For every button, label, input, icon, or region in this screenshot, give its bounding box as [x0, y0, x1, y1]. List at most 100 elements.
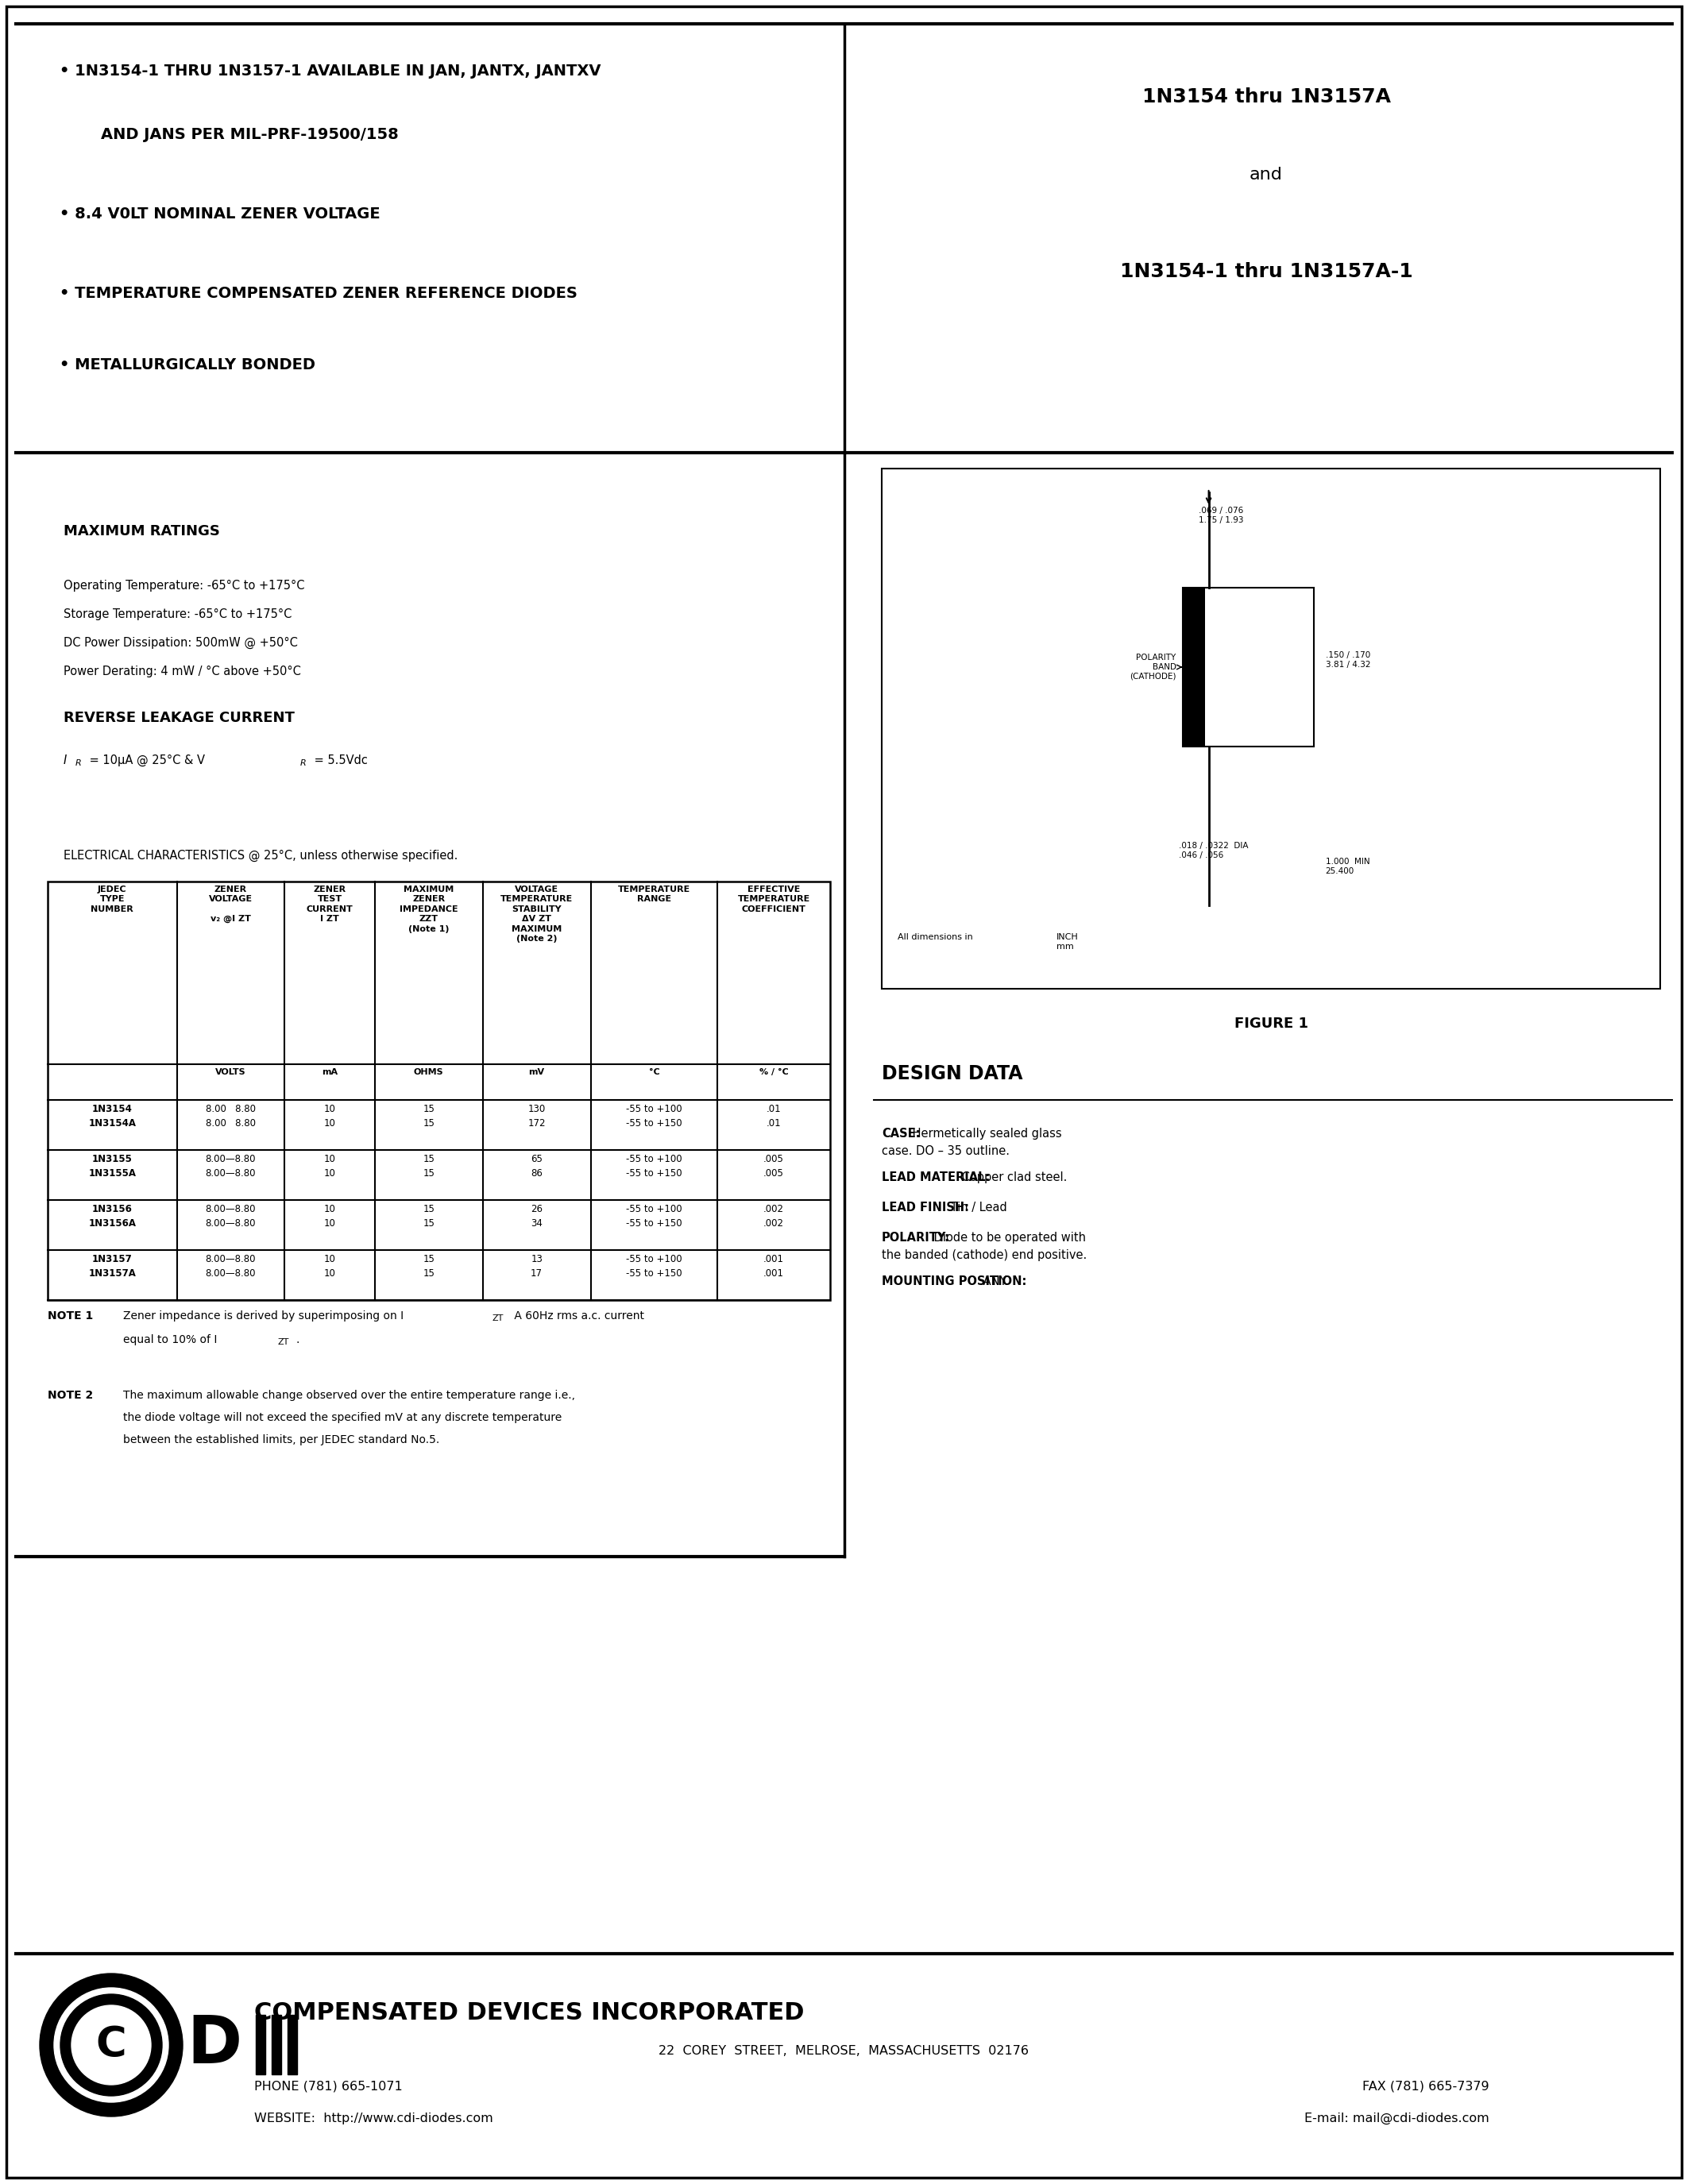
- Circle shape: [61, 1994, 162, 2097]
- Text: Diode to be operated with: Diode to be operated with: [930, 1232, 1085, 1243]
- Text: 1N3154
1N3154A: 1N3154 1N3154A: [88, 1103, 137, 1129]
- Text: ZT: ZT: [493, 1315, 505, 1321]
- Text: Copper clad steel.: Copper clad steel.: [957, 1171, 1067, 1184]
- Text: ZT: ZT: [279, 1339, 289, 1345]
- Text: the banded (cathode) end positive.: the banded (cathode) end positive.: [881, 1249, 1087, 1260]
- Text: POLARITY:: POLARITY:: [881, 1232, 950, 1243]
- Text: 1.000  MIN
25.400: 1.000 MIN 25.400: [1325, 858, 1369, 876]
- Text: 10
10: 10 10: [324, 1153, 336, 1179]
- Text: 1N3154-1 thru 1N3157A-1: 1N3154-1 thru 1N3157A-1: [1119, 262, 1413, 282]
- Text: 1N3156
1N3156A: 1N3156 1N3156A: [88, 1203, 137, 1230]
- Text: equal to 10% of I: equal to 10% of I: [123, 1334, 218, 1345]
- Text: OHMS: OHMS: [414, 1068, 444, 1077]
- Text: MAXIMUM RATINGS: MAXIMUM RATINGS: [64, 524, 219, 539]
- Text: 10
10: 10 10: [324, 1203, 336, 1230]
- Text: PHONE (781) 665-1071: PHONE (781) 665-1071: [255, 2081, 402, 2092]
- Text: 8.00—8.80
8.00—8.80: 8.00—8.80 8.00—8.80: [206, 1203, 257, 1230]
- Text: MAXIMUM
ZENER
IMPEDANCE
ZZT
(Note 1): MAXIMUM ZENER IMPEDANCE ZZT (Note 1): [400, 885, 457, 933]
- Text: D: D: [187, 2014, 241, 2077]
- Text: A 60Hz rms a.c. current: A 60Hz rms a.c. current: [511, 1310, 645, 1321]
- Text: DESIGN DATA: DESIGN DATA: [881, 1064, 1023, 1083]
- Text: ELECTRICAL CHARACTERISTICS @ 25°C, unless otherwise specified.: ELECTRICAL CHARACTERISTICS @ 25°C, unles…: [64, 850, 457, 863]
- Text: ANY.: ANY.: [979, 1275, 1008, 1286]
- Text: the diode voltage will not exceed the specified mV at any discrete temperature: the diode voltage will not exceed the sp…: [123, 1413, 562, 1424]
- Text: = 10μA @ 25°C & V: = 10μA @ 25°C & V: [86, 753, 204, 767]
- Text: The maximum allowable change observed over the entire temperature range i.e.,: The maximum allowable change observed ov…: [123, 1389, 576, 1400]
- Text: 10
10: 10 10: [324, 1254, 336, 1278]
- Text: Storage Temperature: -65°C to +175°C: Storage Temperature: -65°C to +175°C: [64, 609, 292, 620]
- Bar: [1183, 587, 1205, 747]
- Text: °C: °C: [648, 1068, 660, 1077]
- Text: • 1N3154-1 THRU 1N3157-1 AVAILABLE IN JAN, JANTX, JANTXV: • 1N3154-1 THRU 1N3157-1 AVAILABLE IN JA…: [59, 63, 601, 79]
- Text: DC Power Dissipation: 500mW @ +50°C: DC Power Dissipation: 500mW @ +50°C: [64, 638, 297, 649]
- Bar: [272, 2016, 282, 2075]
- Text: 22  COREY  STREET,  MELROSE,  MASSACHUSETTS  02176: 22 COREY STREET, MELROSE, MASSACHUSETTS …: [658, 2044, 1028, 2057]
- Text: 8.00—8.80
8.00—8.80: 8.00—8.80 8.00—8.80: [206, 1153, 257, 1179]
- Text: • METALLURGICALLY BONDED: • METALLURGICALLY BONDED: [59, 358, 316, 373]
- Text: .069 / .076
1.75 / 1.93: .069 / .076 1.75 / 1.93: [1198, 507, 1244, 524]
- Text: JEDEC
TYPE
NUMBER: JEDEC TYPE NUMBER: [91, 885, 133, 913]
- Text: 15
15: 15 15: [422, 1103, 434, 1129]
- Text: COMPENSATED DEVICES INCORPORATED: COMPENSATED DEVICES INCORPORATED: [255, 2001, 803, 2025]
- Text: 26
34: 26 34: [530, 1203, 542, 1230]
- Text: AND JANS PER MIL-PRF-19500/158: AND JANS PER MIL-PRF-19500/158: [79, 127, 398, 142]
- Text: 15
15: 15 15: [422, 1153, 434, 1179]
- Text: 13
17: 13 17: [530, 1254, 542, 1278]
- Text: Power Derating: 4 mW / °C above +50°C: Power Derating: 4 mW / °C above +50°C: [64, 666, 300, 677]
- Bar: [257, 2016, 265, 2075]
- Text: WEBSITE:  http://www.cdi-diodes.com: WEBSITE: http://www.cdi-diodes.com: [255, 2112, 493, 2125]
- Text: NOTE 1: NOTE 1: [47, 1310, 93, 1321]
- Text: 65
86: 65 86: [530, 1153, 542, 1179]
- Text: between the established limits, per JEDEC standard No.5.: between the established limits, per JEDE…: [123, 1435, 439, 1446]
- Text: case. DO – 35 outline.: case. DO – 35 outline.: [881, 1144, 1009, 1158]
- Text: LEAD FINISH:: LEAD FINISH:: [881, 1201, 969, 1214]
- Text: Operating Temperature: -65°C to +175°C: Operating Temperature: -65°C to +175°C: [64, 579, 304, 592]
- Text: = 5.5Vdc: = 5.5Vdc: [311, 753, 368, 767]
- Text: R: R: [76, 760, 81, 767]
- Text: mA: mA: [322, 1068, 338, 1077]
- Text: -55 to +100
-55 to +150: -55 to +100 -55 to +150: [626, 1103, 682, 1129]
- Text: VOLTAGE
TEMPERATURE
STABILITY
ΔV ZT
MAXIMUM
(Note 2): VOLTAGE TEMPERATURE STABILITY ΔV ZT MAXI…: [500, 885, 572, 943]
- Text: TEMPERATURE
RANGE: TEMPERATURE RANGE: [618, 885, 690, 904]
- Text: ZENER
TEST
CURRENT
I ZT: ZENER TEST CURRENT I ZT: [307, 885, 353, 924]
- Text: .: .: [295, 1334, 299, 1345]
- Text: E-mail: mail@cdi-diodes.com: E-mail: mail@cdi-diodes.com: [1305, 2112, 1489, 2125]
- Bar: [47, 882, 830, 1299]
- Text: 10
10: 10 10: [324, 1103, 336, 1129]
- Text: mV: mV: [528, 1068, 545, 1077]
- Text: MOUNTING POSITION:: MOUNTING POSITION:: [881, 1275, 1026, 1286]
- Text: -55 to +100
-55 to +150: -55 to +100 -55 to +150: [626, 1254, 682, 1278]
- Text: Hermetically sealed glass: Hermetically sealed glass: [908, 1127, 1062, 1140]
- Text: FIGURE 1: FIGURE 1: [1234, 1016, 1308, 1031]
- Text: -55 to +100
-55 to +150: -55 to +100 -55 to +150: [626, 1203, 682, 1230]
- Text: and: and: [1249, 166, 1283, 183]
- Text: % / °C: % / °C: [760, 1068, 788, 1077]
- Text: 1N3157
1N3157A: 1N3157 1N3157A: [88, 1254, 137, 1278]
- Text: .005
.005: .005 .005: [763, 1153, 783, 1179]
- Text: REVERSE LEAKAGE CURRENT: REVERSE LEAKAGE CURRENT: [64, 710, 295, 725]
- Text: R: R: [300, 760, 307, 767]
- Text: NOTE 2: NOTE 2: [47, 1389, 93, 1400]
- Text: .01
.01: .01 .01: [766, 1103, 782, 1129]
- Circle shape: [41, 1974, 182, 2116]
- Text: 1N3154 thru 1N3157A: 1N3154 thru 1N3157A: [1141, 87, 1391, 107]
- Text: FAX (781) 665-7379: FAX (781) 665-7379: [1362, 2081, 1489, 2092]
- Text: 130
172: 130 172: [528, 1103, 545, 1129]
- Text: 8.00   8.80
8.00   8.80: 8.00 8.80 8.00 8.80: [206, 1103, 257, 1129]
- Bar: [1183, 587, 1313, 747]
- Text: • TEMPERATURE COMPENSATED ZENER REFERENCE DIODES: • TEMPERATURE COMPENSATED ZENER REFERENC…: [59, 286, 577, 301]
- Text: VOLTS: VOLTS: [216, 1068, 246, 1077]
- Text: 8.00—8.80
8.00—8.80: 8.00—8.80 8.00—8.80: [206, 1254, 257, 1278]
- Text: EFFECTIVE
TEMPERATURE
COEFFICIENT: EFFECTIVE TEMPERATURE COEFFICIENT: [738, 885, 810, 913]
- Bar: [287, 2016, 297, 2075]
- Text: POLARITY
BAND
(CATHODE): POLARITY BAND (CATHODE): [1129, 653, 1177, 679]
- Text: All dimensions in: All dimensions in: [898, 933, 972, 941]
- Circle shape: [71, 2005, 150, 2086]
- Text: .001
.001: .001 .001: [763, 1254, 785, 1278]
- Text: CASE:: CASE:: [881, 1127, 920, 1140]
- Text: 15
15: 15 15: [422, 1254, 434, 1278]
- Text: .002
.002: .002 .002: [763, 1203, 785, 1230]
- Text: .018 / .0322  DIA
.046 / .056: .018 / .0322 DIA .046 / .056: [1178, 841, 1247, 858]
- Text: .150 / .170
3.81 / 4.32: .150 / .170 3.81 / 4.32: [1325, 651, 1371, 668]
- Circle shape: [54, 1987, 169, 2103]
